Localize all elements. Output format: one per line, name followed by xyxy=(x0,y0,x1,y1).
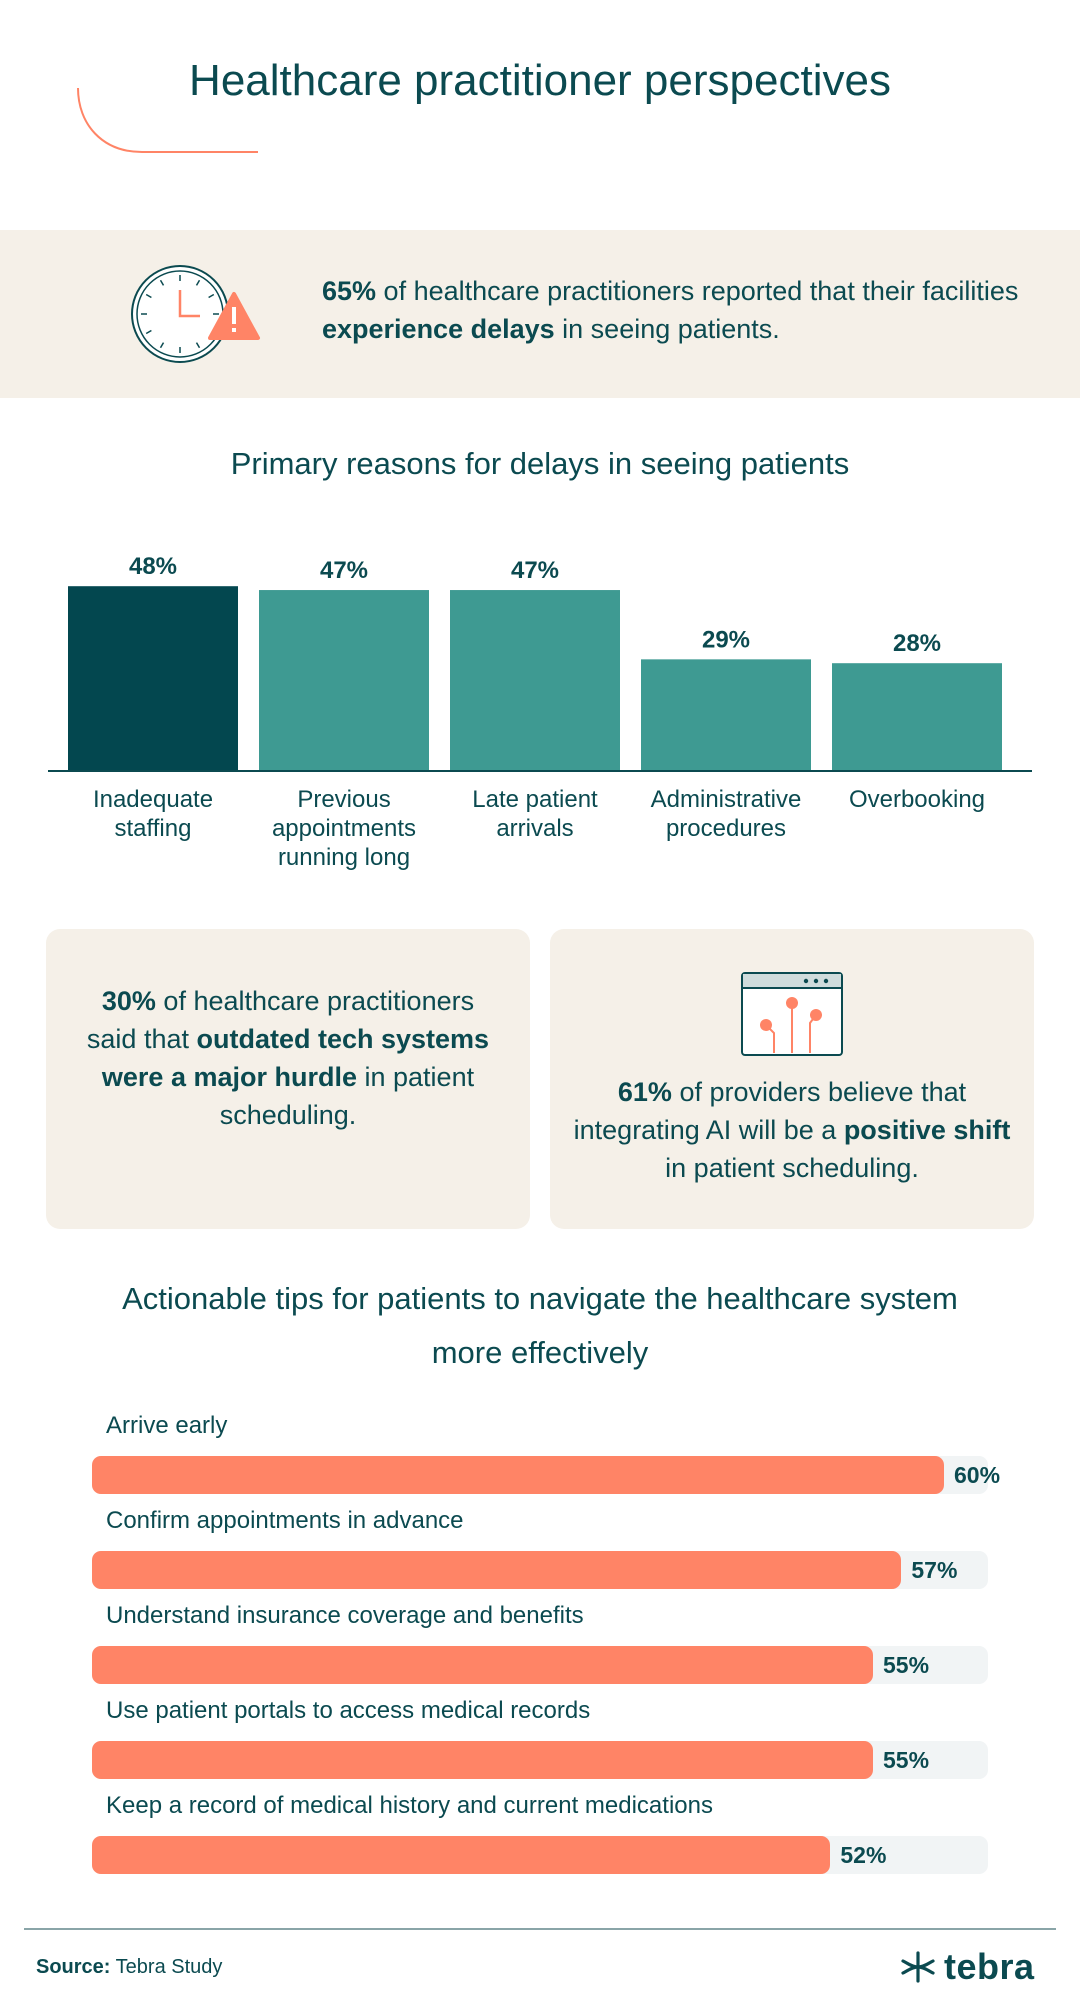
ai-card-text: 61% of providers believe that integratin… xyxy=(570,1073,1014,1187)
tip-label: Use patient portals to access medical re… xyxy=(106,1697,591,1724)
ai-card: 61% of providers believe that integratin… xyxy=(550,929,1034,1229)
category-label: Overbooking xyxy=(822,785,1012,814)
source-label: Source: xyxy=(36,1956,111,1978)
category-label: Late patient arrivals xyxy=(440,785,630,843)
bar-2 xyxy=(450,590,620,771)
category-label-line: Late patient xyxy=(472,786,598,813)
tip-value-label: 52% xyxy=(840,1842,887,1868)
bar-value-label: 29% xyxy=(702,626,750,653)
tip-bar-fill xyxy=(92,1836,831,1874)
category-label: Previous appointments running long xyxy=(249,785,439,872)
tip-bar-track: 52% xyxy=(92,1836,988,1874)
category-label-line: Administrative xyxy=(650,786,802,813)
source-note: Source: Tebra Study xyxy=(36,1956,222,1979)
tip-label: Confirm appointments in advance xyxy=(106,1507,464,1534)
card-text-end: in patient scheduling. xyxy=(219,1062,475,1130)
card-text-part: of providers believe that integrating AI… xyxy=(573,1077,967,1145)
tip-bar-fill xyxy=(92,1456,944,1494)
callout-text-end: in seeing patients. xyxy=(554,314,780,344)
callout-emphasis: experience delays xyxy=(322,314,555,344)
card-emphasis: positive shift xyxy=(843,1115,1011,1145)
tip-value-label: 55% xyxy=(883,1747,930,1773)
category-label-line: Overbooking xyxy=(848,786,986,813)
tip-bar-fill xyxy=(92,1551,902,1589)
card-stat: 61% xyxy=(617,1077,672,1107)
category-label-line: arrivals xyxy=(496,815,574,842)
bar-4 xyxy=(832,663,1002,771)
tips-title: Actionable tips for patients to navigate… xyxy=(122,1281,958,1370)
source-value: Tebra Study xyxy=(110,1956,223,1978)
tip-label: Understand insurance coverage and benefi… xyxy=(106,1602,584,1629)
tip-label: Arrive early xyxy=(106,1412,228,1439)
delay-reasons-bar-chart: 48% 47% 47% 29% 28% xyxy=(48,553,1032,772)
bar-0 xyxy=(68,586,238,771)
tip-bar-fill xyxy=(92,1646,873,1684)
callout-text-part: of healthcare practitioners reported tha… xyxy=(376,276,1019,306)
category-label-line: procedures xyxy=(665,815,787,842)
ai-network-icon xyxy=(741,972,843,1056)
tip-bar-track: 57% xyxy=(92,1551,988,1589)
bar-value-label: 28% xyxy=(893,630,941,657)
tech-systems-card: 30% of healthcare practitioners said tha… xyxy=(46,929,530,1229)
category-label: Administrative procedures xyxy=(631,785,821,843)
bar-value-label: 48% xyxy=(129,553,177,580)
tip-value-label: 57% xyxy=(911,1557,958,1583)
page-title: Healthcare practitioner perspectives xyxy=(189,56,891,105)
bar-value-label: 47% xyxy=(511,557,559,584)
card-text-end: in patient scheduling. xyxy=(665,1153,919,1183)
delays-callout-text: 65% of healthcare practitioners reported… xyxy=(322,272,1022,348)
bar-value-label: 47% xyxy=(320,557,368,584)
tip-bar-track: 60% xyxy=(92,1456,1000,1494)
category-label-line: staffing xyxy=(114,815,192,842)
tebra-logo-icon xyxy=(901,1951,935,1983)
tebra-logo: tebra xyxy=(900,1946,1035,1988)
category-label-line: appointments xyxy=(271,815,417,842)
chart-title: Primary reasons for delays in seeing pat… xyxy=(230,446,850,481)
tip-bar-track: 55% xyxy=(92,1741,988,1779)
card-stat: 30% xyxy=(101,986,156,1016)
tip-bar-track: 55% xyxy=(92,1646,988,1684)
card-text-part: of healthcare practitioners said that xyxy=(86,986,475,1054)
category-label-line: Inadequate xyxy=(92,786,214,813)
callout-stat: 65% xyxy=(322,276,377,306)
category-label-line: running long xyxy=(277,844,411,871)
tebra-logo-text: tebra xyxy=(944,1946,1035,1987)
category-label-line: Previous xyxy=(297,786,391,813)
footer-divider xyxy=(24,1928,1056,1930)
tip-value-label: 55% xyxy=(883,1652,930,1678)
tech-systems-card-text: 30% of healthcare practitioners said tha… xyxy=(86,982,490,1134)
bar-1 xyxy=(259,590,429,771)
decorative-swoosh xyxy=(77,87,258,153)
category-label: Inadequate staffing xyxy=(58,785,248,843)
tip-bar-fill xyxy=(92,1741,873,1779)
tip-value-label: 60% xyxy=(954,1462,1001,1488)
tip-label: Keep a record of medical history and cur… xyxy=(106,1792,713,1819)
bar-3 xyxy=(641,659,811,771)
card-emphasis: outdated tech systems were a major hurdl… xyxy=(101,1024,490,1092)
clock-warning-icon xyxy=(131,265,260,363)
